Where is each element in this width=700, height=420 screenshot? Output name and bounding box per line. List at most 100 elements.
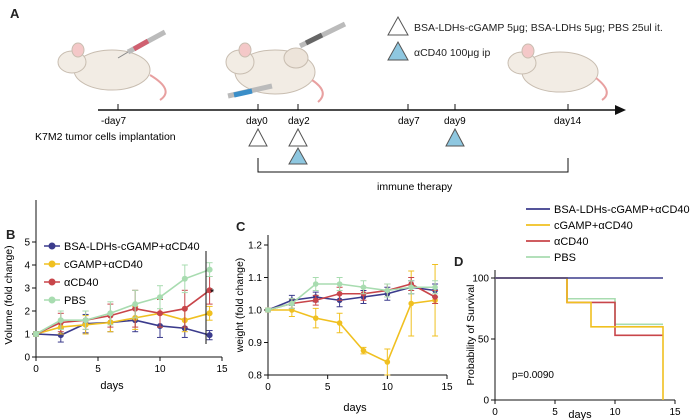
chart-b-data-point	[33, 331, 39, 337]
chart-c-data-point	[336, 281, 343, 287]
chart-c-data-point	[312, 315, 319, 321]
chart-c-data-point	[336, 290, 343, 297]
implantation-label: K7M2 tumor cells implantation	[35, 131, 176, 143]
chart-b-series-line	[35, 319, 210, 336]
chart-b-y-tick-label: 4	[24, 261, 30, 272]
chart-c-x-tick-label: 10	[382, 382, 394, 393]
chart-b-series-line	[35, 312, 210, 335]
chart-d-x-tick-label: 15	[669, 407, 681, 418]
panel-c-letter: C	[236, 219, 246, 234]
chart-c-data-point	[312, 297, 319, 304]
chart-b-data-point	[206, 287, 213, 294]
chart-c-y-tick-label: 0.9	[248, 338, 262, 349]
chart-b-data-point	[206, 310, 213, 317]
chart-c-data-point	[289, 300, 295, 307]
chart-b-y-tick-label: 0	[24, 353, 30, 364]
timeline-schematic: BSA-LDHs-cGAMP 5μg; BSA-LDHs 5μg; PBS 25…	[35, 15, 663, 193]
chart-c-data-point	[384, 359, 391, 365]
chart-b-significance-annotation: *	[210, 287, 215, 299]
chart-b-legend-label: cGAMP+αCD40	[64, 259, 143, 271]
chart-b-data-point	[82, 317, 89, 324]
chart-c-weight: 0 5 10 15 0.8 0.9 1.0 1.1 1.2 days weight (fold …	[235, 235, 453, 414]
chart-b-data-point	[157, 294, 163, 301]
chart-b-y-tick-label: 5	[24, 238, 30, 249]
timeline-day-label: day2	[288, 116, 310, 127]
chart-b-data-point	[157, 310, 163, 317]
chart-d-legend-label: PBS	[554, 252, 576, 264]
chart-b-series-line	[35, 268, 210, 335]
timeline-day-label: day14	[554, 116, 582, 127]
chart-c-data-point	[432, 284, 438, 291]
chart-c-data-point	[360, 347, 367, 354]
timeline-day-label: day0	[246, 116, 268, 127]
chart-c-data-point	[360, 284, 367, 291]
chart-d-y-tick-label: 100	[472, 274, 489, 285]
chart-d-survival-curve	[495, 277, 664, 400]
chart-d-survival-curve	[495, 277, 663, 326]
chart-d-x-tick-label: 0	[492, 407, 498, 418]
chart-b-legend-label: BSA-LDHs-cGAMP+αCD40	[64, 241, 200, 253]
chart-c-data-point	[336, 320, 343, 326]
panel-d-letter: D	[454, 254, 464, 269]
chart-b-x-tick-label: 5	[95, 364, 101, 375]
chart-d-y-tick-label: 0	[483, 396, 489, 407]
chart-c-data-point	[312, 281, 319, 287]
timeline-day-label: day7	[398, 116, 420, 127]
chart-d-ylabel: Probability of Survival	[465, 285, 477, 386]
mouse-illustration-1	[57, 42, 167, 101]
open-triangle-day0-icon	[248, 127, 268, 147]
filled-triangle-day9-icon	[445, 127, 465, 147]
syringe-icon-2	[298, 21, 347, 49]
chart-d-legend-label: BSA-LDHs-cGAMP+αCD40	[554, 204, 690, 216]
mouse-illustration-3	[507, 43, 608, 101]
timeline-ticks	[117, 104, 569, 110]
chart-b-series-line	[35, 289, 211, 335]
timeline-day-label: -day7	[101, 116, 126, 127]
chart-d-x-tick-label: 5	[552, 407, 558, 418]
chart-b-x-tick-label: 15	[216, 364, 228, 375]
filled-triangle-legend-icon	[387, 40, 409, 61]
chart-d-survival: BSA-LDHs-cGAMP+αCD40 cGAMP+αCD40 αCD40 P…	[465, 204, 690, 420]
open-triangle-legend-icon	[387, 15, 409, 36]
chart-c-series-line	[268, 299, 436, 364]
legend-open-triangle-text: BSA-LDHs-cGAMP 5μg; BSA-LDHs 5μg; PBS 25…	[414, 22, 663, 34]
chart-b-y-tick-label: 3	[24, 284, 30, 295]
chart-b-xlabel: days	[100, 380, 124, 392]
open-triangle-day2-icon	[288, 127, 308, 147]
filled-triangle-day2-icon	[288, 146, 308, 165]
chart-c-x-tick-label: 0	[265, 382, 271, 393]
chart-d-legend-label: αCD40	[554, 236, 588, 248]
chart-b-volume: 0 5 10 15 0 1 2 3 4 5 * days Volume (fold change)…	[3, 200, 228, 392]
chart-b-y-tick-label: 2	[24, 307, 30, 318]
chart-b-data-point	[206, 266, 213, 273]
panel-a-letter: A	[10, 6, 20, 21]
chart-c-data-point	[384, 287, 391, 294]
chart-d-legend-label: cGAMP+αCD40	[554, 220, 633, 232]
chart-d-xlabel: days	[568, 409, 592, 420]
chart-c-x-tick-label: 15	[441, 382, 453, 393]
chart-b-data-point	[107, 310, 114, 317]
chart-d-y-tick-label: 50	[478, 335, 490, 346]
chart-c-ylabel: weight (fold change)	[235, 258, 246, 354]
therapy-bracket	[257, 158, 569, 173]
chart-b-legend-label: PBS	[64, 295, 86, 307]
chart-b-data-point	[206, 332, 213, 339]
timeline-arrow-icon	[615, 105, 626, 115]
legend-filled-triangle-text: αCD40 100μg ip	[414, 47, 490, 59]
chart-b-y-tick-label: 1	[24, 330, 30, 341]
chart-c-y-tick-label: 1.0	[248, 306, 262, 317]
chart-b-data-point	[132, 301, 139, 308]
chart-b-legend-label: αCD40	[64, 277, 98, 289]
chart-c-series-line	[267, 283, 436, 311]
syringe-icon-3	[227, 83, 273, 99]
timeline-day-label: day9	[444, 116, 466, 127]
chart-b-data-point	[181, 275, 188, 282]
chart-c-y-tick-label: 1.2	[248, 241, 262, 252]
chart-c-series-line	[267, 283, 436, 311]
bracket-label: immune therapy	[377, 181, 453, 193]
chart-c-xlabel: days	[343, 402, 367, 414]
mouse-illustration-2	[225, 42, 324, 103]
chart-c-y-tick-label: 1.1	[248, 273, 262, 284]
chart-b-x-tick-label: 0	[33, 364, 39, 375]
panel-b-letter: B	[6, 227, 16, 242]
